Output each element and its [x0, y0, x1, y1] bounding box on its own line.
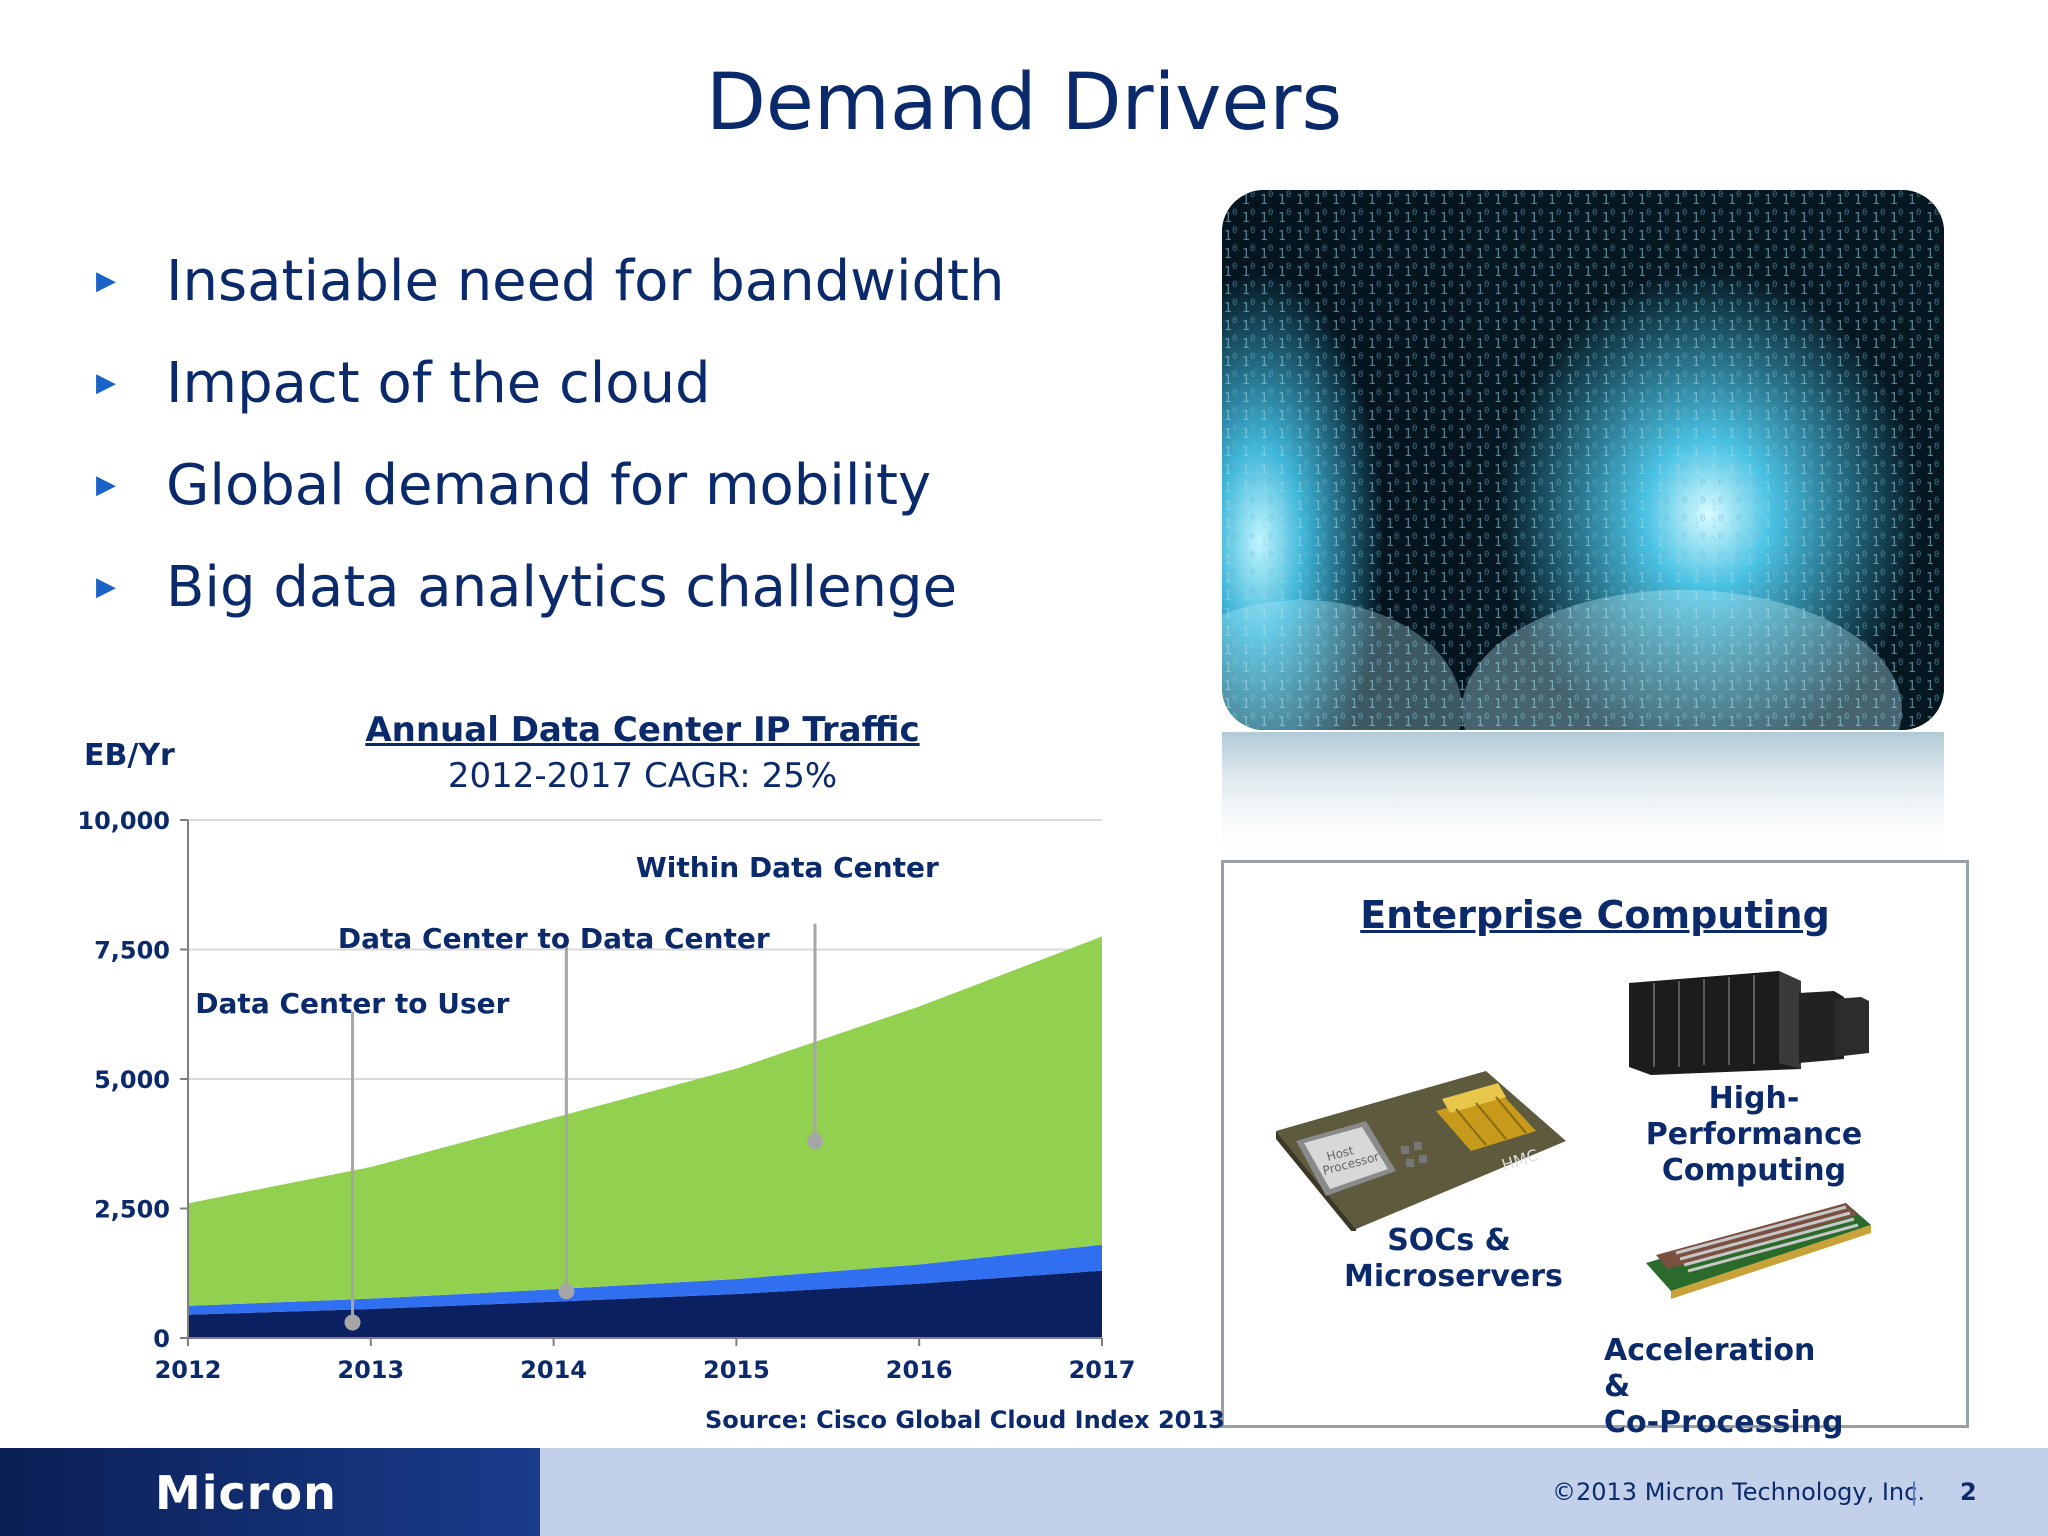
bullet-text: Big data analytics challenge [166, 554, 958, 620]
bullet-item: ▶ Insatiable need for bandwidth [96, 230, 1005, 332]
accelerator-card-icon [1646, 1203, 1871, 1299]
triangle-bullet-icon: ▶ [96, 266, 116, 296]
acceleration-label: Acceleration & Co-Processing [1604, 1333, 1844, 1440]
soc-label: SOCs & Microservers [1344, 1223, 1563, 1294]
y-tick-label: 0 [153, 1325, 170, 1353]
bullet-text: Global demand for mobility [166, 452, 932, 518]
chip-text: Host [1325, 1143, 1355, 1164]
x-tick-label: 2017 [1069, 1356, 1136, 1384]
chart-title: Annual Data Center IP Traffic [365, 710, 920, 750]
y-tick-label: 10,000 [77, 807, 170, 835]
bullet-item: ▶ Global demand for mobility [96, 434, 1005, 536]
callout-dot [344, 1314, 361, 1331]
area-within-data-center [188, 936, 1102, 1306]
traffic-area-chart: 0 2,500 5,000 7,500 10,000 2012 2013 2014 2015 20… [77, 807, 1136, 1384]
bullet-item: ▶ Big data analytics challenge [96, 536, 1005, 638]
bullet-text: Impact of the cloud [166, 350, 711, 416]
hmc-board-icon: Host Processor HMC [1276, 1071, 1566, 1231]
callout-dot [558, 1283, 575, 1300]
series-callout-label: Within Data Center [636, 851, 939, 884]
server-rack-icon [1629, 971, 1869, 1075]
hpc-label: High-Performance Computing [1645, 1081, 1863, 1188]
slide-title: Demand Drivers [705, 58, 1343, 148]
callout-dot [807, 1133, 824, 1150]
enterprise-title: Enterprise Computing [1360, 893, 1830, 937]
footer-brand-bar [0, 1448, 540, 1536]
footer-bar [540, 1448, 2048, 1536]
triangle-bullet-icon: ▶ [96, 572, 116, 602]
x-tick-label: 2014 [520, 1356, 587, 1384]
micron-logo: Micron [155, 1466, 337, 1520]
binary-tunnel-image: 1 0 [1222, 190, 1944, 730]
y-axis-title: EB/Yr [84, 738, 175, 773]
series-callout-label: Data Center to Data Center [338, 922, 770, 955]
footer-separator: | [1910, 1478, 1919, 1506]
x-tick-label: 2015 [703, 1356, 770, 1384]
enterprise-computing-panel: Enterprise Computing High-Performance Co… [1221, 860, 1969, 1440]
x-tick-label: 2016 [886, 1356, 953, 1384]
y-tick-label: 2,500 [94, 1196, 170, 1224]
bullet-text: Insatiable need for bandwidth [166, 248, 1005, 314]
triangle-bullet-icon: ▶ [96, 368, 116, 398]
image-reflection [1222, 732, 1944, 862]
chart-source: Source: Cisco Global Cloud Index 2013 [705, 1406, 1225, 1434]
footer-copyright: ©2013 Micron Technology, Inc. [1552, 1478, 1925, 1506]
y-tick-label: 5,000 [94, 1066, 170, 1094]
bullet-item: ▶ Impact of the cloud [96, 332, 1005, 434]
page-number: 2 [1960, 1478, 1977, 1506]
bullet-list: ▶ Insatiable need for bandwidth ▶ Impact o… [96, 230, 1005, 638]
area-data-center-to-data-center [188, 1244, 1102, 1315]
triangle-bullet-icon: ▶ [96, 470, 116, 500]
chart-subtitle: 2012-2017 CAGR: 25% [447, 756, 838, 796]
area-data-center-to-user [188, 1270, 1102, 1338]
series-callout-label: Data Center to User [195, 987, 509, 1020]
y-tick-label: 7,500 [94, 937, 170, 965]
x-tick-label: 2013 [337, 1356, 404, 1384]
x-tick-label: 2012 [155, 1356, 222, 1384]
